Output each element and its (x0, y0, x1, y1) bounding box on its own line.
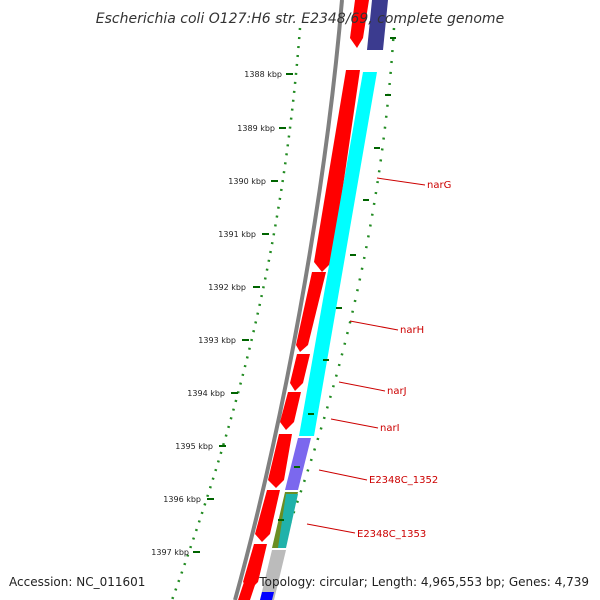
gene-label-E2348C-1352[interactable]: E2348C_1352 (369, 475, 438, 486)
scale-ticks: 1388 kbp 1389 kbp 1390 kbp 1391 kbp 1392… (151, 70, 293, 557)
gene-label-E2348C-1353[interactable]: E2348C_1353 (357, 529, 426, 540)
tick-label-1396: 1396 kbp (163, 495, 201, 504)
gene-label-narH[interactable]: narH (400, 325, 424, 336)
tick-label-1395: 1395 kbp (175, 442, 213, 451)
gene-arrow[interactable] (268, 434, 292, 488)
feature-block[interactable] (260, 592, 274, 600)
gene-arrow[interactable] (350, 0, 369, 48)
tick-label-1388: 1388 kbp (244, 70, 282, 79)
outer-dotted-ring (170, 27, 302, 600)
reverse-strand-track (260, 0, 388, 600)
gene-block[interactable] (299, 72, 377, 436)
gene-label-narJ[interactable]: narJ (387, 386, 407, 397)
tick-label-1394: 1394 kbp (187, 389, 225, 398)
tick-label-1390: 1390 kbp (228, 177, 266, 186)
gene-label-narG[interactable]: narG (427, 180, 451, 191)
map-title: Escherichia coli O127:H6 str. E2348/69, … (96, 11, 504, 27)
tick-label-1397: 1397 kbp (151, 548, 189, 557)
feature-block[interactable] (278, 494, 298, 548)
feature-block[interactable] (260, 550, 286, 600)
gene-arrow[interactable] (296, 272, 326, 352)
gene-arrow[interactable] (314, 70, 360, 272)
gene-callouts: narG narH narJ narI E2348C_1352 E2348C_1… (306, 177, 451, 540)
tick-label-1391: 1391 kbp (218, 230, 256, 239)
tick-label-1392: 1392 kbp (208, 283, 246, 292)
feature-block[interactable] (367, 0, 388, 50)
gene-arrow[interactable] (280, 392, 301, 430)
forward-strand-track (238, 0, 369, 600)
accession-label: Accession: NC_011601 (9, 575, 145, 589)
minor-ticks (278, 37, 396, 521)
gene-arrow[interactable] (243, 544, 267, 590)
tick-label-1393: 1393 kbp (198, 336, 236, 345)
gene-arrow[interactable] (290, 354, 310, 391)
feature-block[interactable] (285, 438, 311, 490)
backbone-ring (233, 0, 344, 600)
tick-label-1389: 1389 kbp (237, 124, 275, 133)
genome-summary-label: Topology: circular; Length: 4,965,553 bp… (258, 575, 589, 589)
gene-label-narI[interactable]: narI (380, 423, 400, 434)
gene-arrow[interactable] (255, 490, 280, 542)
gene-arrow[interactable] (238, 582, 256, 600)
